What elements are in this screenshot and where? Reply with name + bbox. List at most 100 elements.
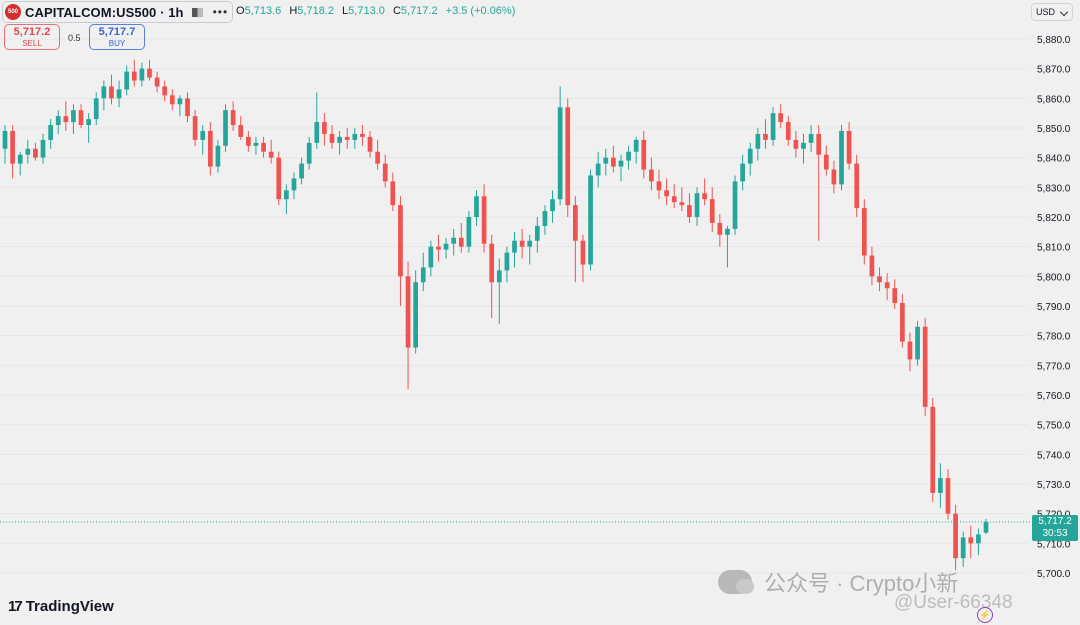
candle-body (481, 196, 487, 244)
candle-body (314, 122, 320, 143)
candle-body (344, 136, 350, 140)
candle-body (390, 181, 396, 206)
more-options-icon[interactable]: ••• (212, 5, 229, 19)
candle-body (375, 151, 380, 164)
y-tick-label: 5,830.0 (1037, 183, 1071, 194)
candle-body (147, 68, 152, 78)
symbol-logo-icon: 500 (5, 4, 21, 20)
last-price-value: 5,717.2 (1038, 516, 1072, 527)
last-price-tag: 5,717.2 30:53 (1032, 515, 1078, 541)
candle-body (512, 240, 517, 253)
watermark-text: 公众号 · Crypto小新 (764, 571, 959, 596)
y-tick-label: 5,780.0 (1037, 332, 1071, 343)
sell-button[interactable]: 5,717.2 SELL (4, 24, 60, 50)
spread-value: 0.5 (68, 33, 81, 43)
candle-body (496, 270, 502, 283)
candle-body (413, 282, 419, 348)
bar-countdown: 30:53 (1042, 528, 1068, 539)
candle-body (839, 130, 844, 185)
lightning-icon[interactable]: ⚡ (977, 607, 993, 623)
candle-body (451, 237, 457, 244)
buy-label: BUY (108, 39, 126, 48)
candle-body (2, 130, 8, 149)
buy-button[interactable]: 5,717.7 BUY (89, 24, 145, 50)
candle-body (101, 86, 107, 99)
wechat-icon (718, 570, 754, 594)
candle-body (223, 110, 228, 146)
candle-body (854, 163, 860, 209)
candle-body (960, 537, 966, 559)
candle-body (611, 157, 616, 167)
candle-body (207, 130, 213, 167)
y-tick-label: 5,880.0 (1037, 35, 1071, 46)
flag-icon[interactable] (191, 7, 203, 17)
candle-body (899, 303, 905, 342)
candle-body (261, 142, 266, 152)
y-tick-label: 5,700.0 (1037, 569, 1071, 580)
candle-body (687, 205, 692, 217)
close-value: 5,717.2 (400, 5, 438, 17)
candle-body (71, 110, 76, 123)
candle-body (717, 222, 723, 235)
y-tick-label: 5,820.0 (1037, 213, 1071, 224)
open-value: 5,713.6 (244, 5, 282, 17)
price-axis[interactable]: 5,700.05,710.05,720.05,730.05,740.05,750… (1037, 35, 1071, 580)
y-tick-label: 5,790.0 (1037, 302, 1071, 313)
candle-body (253, 142, 259, 146)
candle-body (801, 142, 806, 149)
symbol-title: CAPITALCOM:US500 · 1h (25, 4, 184, 20)
candle-body (131, 71, 137, 81)
currency-label: USD (1036, 7, 1056, 17)
candle-body (603, 157, 609, 164)
watermark-user: @User-66348 (894, 592, 1013, 613)
candle-body (664, 190, 669, 197)
candle-body (63, 116, 69, 123)
candle-body (588, 175, 593, 265)
candle-body (785, 122, 791, 140)
candle-body (550, 199, 555, 212)
candle-body (892, 288, 898, 304)
candle-body (671, 196, 677, 203)
candle-body (519, 240, 525, 247)
candle-body (352, 133, 358, 140)
candle-body (322, 122, 327, 134)
candle-body (816, 133, 822, 155)
candle-body (572, 205, 578, 241)
candle-body (284, 190, 289, 200)
candle-body (474, 196, 479, 217)
candle-body (846, 130, 852, 164)
chevron-down-icon (1059, 7, 1069, 17)
low-value: 5,713.0 (348, 5, 385, 17)
change-value: +3.5 (+0.06%) (445, 5, 516, 17)
candle-body (755, 133, 761, 149)
candle-body (245, 136, 251, 146)
y-tick-label: 5,800.0 (1037, 272, 1071, 283)
tradingview-mark-icon: 17 (8, 598, 23, 615)
y-tick-label: 5,730.0 (1037, 480, 1071, 491)
candle-body (793, 139, 799, 149)
candle-body (709, 199, 715, 223)
tradingview-logo[interactable]: 17 TradingView (8, 598, 114, 615)
candle-body (763, 133, 768, 140)
candle-body (276, 157, 282, 200)
candle-body (633, 139, 639, 152)
candle-body (694, 193, 700, 217)
candle-body (953, 513, 958, 559)
candle-body (192, 116, 198, 140)
candles (2, 59, 989, 571)
candle-body (139, 68, 145, 81)
candle-body (732, 181, 738, 229)
symbol-selector[interactable]: 500 CAPITALCOM:US500 · 1h ••• (2, 1, 234, 23)
candle-body (428, 246, 434, 268)
currency-selector[interactable]: USD (1031, 3, 1073, 21)
candle-body (983, 521, 989, 533)
candle-body (930, 406, 936, 493)
candle-body (770, 113, 776, 140)
candle-body (747, 148, 753, 164)
candle-body (884, 282, 890, 289)
y-tick-label: 5,840.0 (1037, 154, 1071, 165)
candle-body (557, 107, 563, 200)
candle-body (968, 537, 974, 544)
